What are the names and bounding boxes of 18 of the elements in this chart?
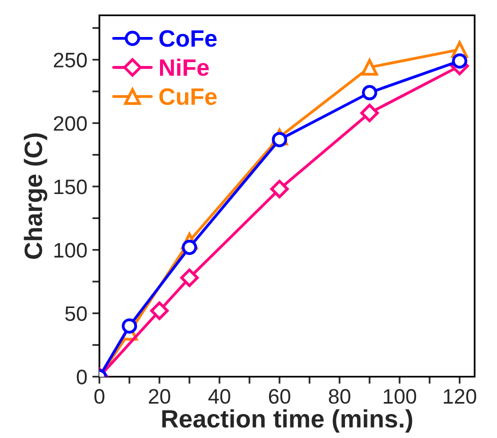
legend-label: CuFe (159, 88, 217, 106)
x-tick-label: 20 (148, 389, 170, 404)
y-tick-label: 0 (76, 370, 87, 384)
y-axis-title: Charge (C) (24, 133, 48, 259)
x-axis-title: Reaction time (mins.) (162, 409, 412, 433)
x-tick-label: 40 (208, 389, 230, 404)
x-tick-label: 60 (268, 389, 290, 404)
x-tick-label: 100 (384, 389, 416, 404)
y-tick-label: 100 (54, 242, 87, 258)
legend-label: NiFe (160, 58, 209, 76)
y-tick-label: 150 (54, 179, 87, 194)
legend-label: CoFe (159, 30, 217, 47)
y-tick-label: 250 (54, 52, 87, 68)
x-tick-label: 0 (94, 389, 104, 404)
x-tick-label: 80 (328, 389, 350, 404)
x-tick-label: 120 (444, 389, 476, 404)
y-tick-label: 50 (65, 306, 87, 322)
y-tick-label: 200 (54, 116, 87, 131)
